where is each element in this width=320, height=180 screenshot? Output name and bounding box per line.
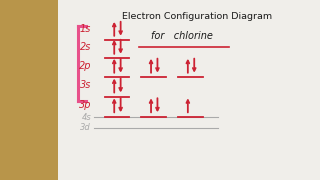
FancyBboxPatch shape [58,0,320,180]
Text: 3p: 3p [79,100,91,110]
Text: 2s: 2s [80,42,91,52]
Text: 1s: 1s [80,24,91,34]
Text: 2p: 2p [79,61,91,71]
Text: 3s: 3s [80,80,91,91]
Text: Electron Configuration Diagram: Electron Configuration Diagram [122,12,272,21]
Text: for   chlorine: for chlorine [151,31,213,41]
Text: 4s: 4s [82,112,91,122]
Text: 3d: 3d [80,123,91,132]
